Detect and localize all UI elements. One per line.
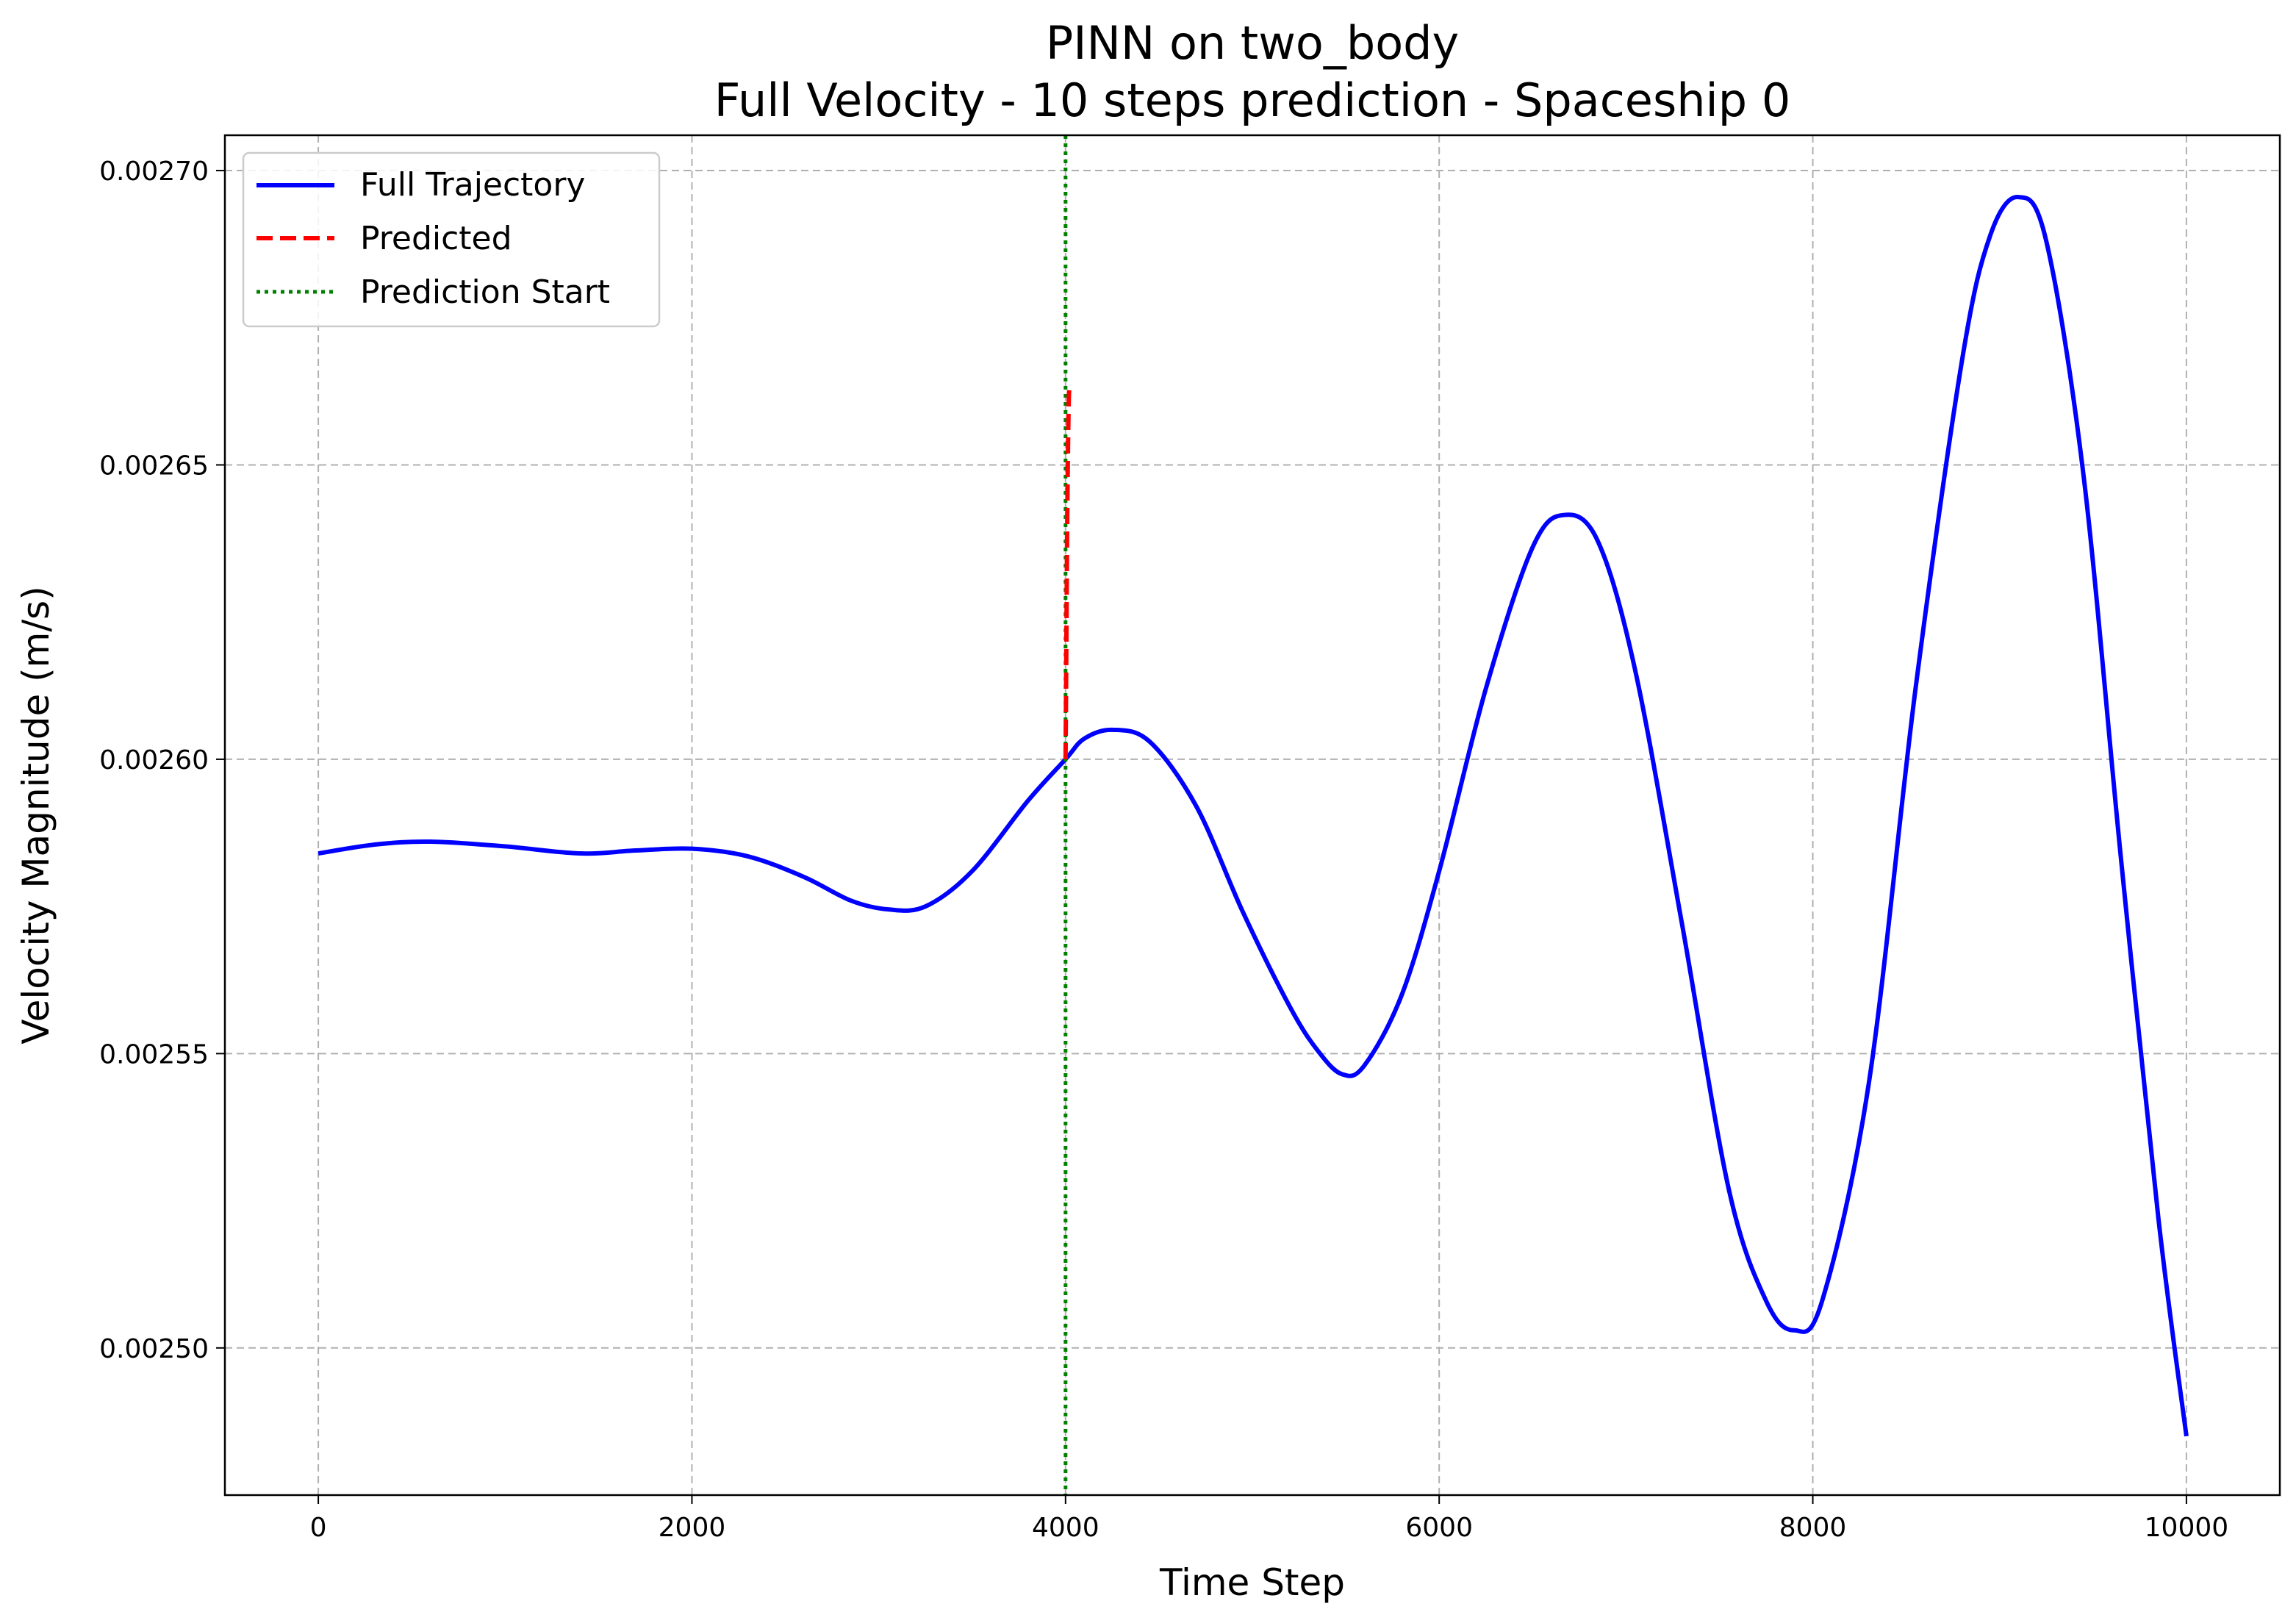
axis-ticks: 0 2000 4000 6000 8000 10000 0.00250 0.00255 0.00… xyxy=(99,157,2228,1543)
legend: Full Trajectory Predicted Prediction Sta… xyxy=(242,151,661,328)
x-tick-label: 2000 xyxy=(659,1513,726,1543)
series-line-predicted xyxy=(1063,388,1072,759)
y-tick-label: 0.00270 xyxy=(99,157,209,187)
legend-label-predicted: Predicted xyxy=(360,220,512,257)
y-axis-label: Velocity Magnitude (m/s) xyxy=(15,586,57,1044)
chart-title-line-1: PINN on two_body xyxy=(1046,16,1459,70)
series-line-full-trajectory xyxy=(318,195,2189,1437)
y-tick-label: 0.00255 xyxy=(99,1039,209,1070)
x-tick-label: 8000 xyxy=(1779,1513,1847,1543)
x-tick-label: 6000 xyxy=(1405,1513,1473,1543)
legend-label-prediction-start: Prediction Start xyxy=(360,273,610,311)
y-tick-label: 0.00260 xyxy=(99,745,209,775)
y-tick-label: 0.00265 xyxy=(99,451,209,481)
x-axis-label: Time Step xyxy=(1159,1561,1345,1604)
x-tick-label: 10000 xyxy=(2145,1513,2229,1543)
plot-frame xyxy=(223,134,2281,1497)
x-tick-label: 4000 xyxy=(1032,1513,1099,1543)
legend-label-full-trajectory: Full Trajectory xyxy=(360,166,585,204)
y-tick-label: 0.00250 xyxy=(99,1334,209,1364)
legend-box xyxy=(242,151,661,328)
plot-lines xyxy=(318,135,2189,1495)
chart-title-line-2: Full Velocity - 10 steps prediction - Sp… xyxy=(714,74,1791,127)
x-tick-label: 0 xyxy=(310,1513,327,1543)
